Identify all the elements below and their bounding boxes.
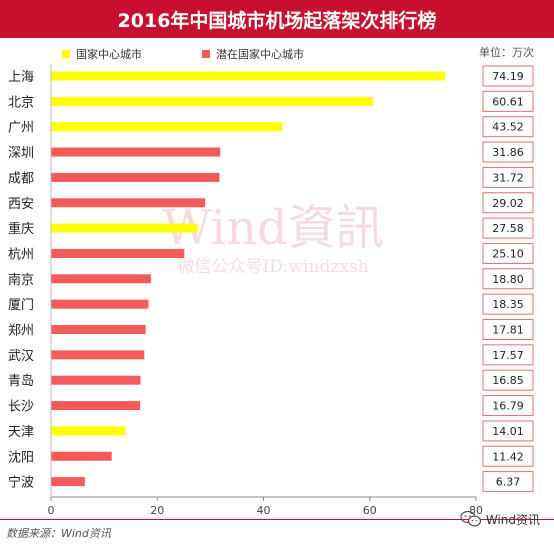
bar — [51, 451, 112, 461]
data-label: 18.80 — [492, 273, 524, 286]
data-label: 14.01 — [492, 425, 524, 438]
data-label: 17.81 — [492, 324, 524, 337]
brand-label: Wind资讯 — [485, 512, 540, 527]
category-label: 杭州 — [8, 247, 34, 262]
bar — [51, 401, 141, 411]
category-label: 宁波 — [8, 475, 34, 491]
category-label: 武汉 — [8, 349, 34, 364]
bar — [51, 248, 185, 258]
bar-chart: 上海 74.19 北京 60.61 广州 43.52 深圳 31.86 成都 31.72 西安 29.… — [8, 64, 534, 517]
category-label: 广州 — [8, 121, 34, 136]
data-label: 11.42 — [492, 450, 524, 463]
x-tick-label: 0 — [48, 504, 55, 517]
category-label: 北京 — [8, 95, 34, 110]
bar — [51, 122, 283, 132]
bar — [51, 96, 373, 106]
bar — [51, 147, 221, 157]
legend: 国家中心城市 潜在国家中心城市 — [62, 46, 364, 62]
bar — [51, 198, 206, 208]
data-label: 18.35 — [492, 298, 524, 311]
category-label: 南京 — [8, 272, 34, 288]
bar — [51, 375, 141, 385]
category-label: 长沙 — [8, 400, 34, 415]
bar — [51, 223, 198, 233]
chart-title: 2016年中国城市机场起落架次排行榜 — [0, 0, 554, 38]
category-label: 沈阳 — [8, 450, 34, 465]
value-box — [482, 217, 534, 239]
category-label: 深圳 — [8, 146, 34, 161]
x-tick-label: 40 — [257, 504, 271, 517]
value-box — [482, 445, 534, 467]
x-tick-label: 80 — [469, 504, 483, 517]
data-label: 25.10 — [492, 247, 524, 260]
value-box — [482, 90, 534, 112]
data-source: 数据来源：Wind资讯 — [6, 527, 111, 540]
legend-swatch-national — [62, 50, 70, 58]
value-box — [482, 116, 534, 138]
data-label: 74.19 — [492, 70, 524, 83]
category-label: 成都 — [8, 171, 34, 186]
legend-swatch-potential — [202, 50, 210, 58]
x-tick-label: 60 — [363, 504, 377, 517]
value-box — [482, 268, 534, 290]
category-label: 天津 — [8, 425, 34, 440]
bar — [51, 426, 126, 436]
legend-label-national: 国家中心城市 — [76, 48, 142, 61]
data-label: 29.02 — [492, 197, 524, 210]
value-box — [482, 242, 534, 264]
data-label: 6.37 — [496, 476, 521, 489]
bar — [51, 350, 145, 360]
category-label: 厦门 — [8, 298, 34, 313]
unit-label: 单位：万次 — [479, 46, 534, 59]
value-box — [482, 293, 534, 315]
category-label: 青岛 — [8, 373, 34, 389]
data-label: 16.85 — [492, 374, 524, 387]
legend-item-national: 国家中心城市 — [62, 46, 142, 62]
footer-divider — [0, 519, 554, 520]
bar — [51, 299, 149, 309]
value-box — [482, 319, 534, 340]
bar — [51, 172, 220, 182]
value-box — [482, 141, 534, 163]
value-box — [482, 166, 534, 188]
bar — [51, 71, 446, 81]
value-box — [482, 369, 534, 391]
x-tick-label: 20 — [150, 504, 164, 517]
value-box — [482, 471, 534, 493]
value-box — [482, 192, 534, 214]
value-box — [482, 344, 534, 366]
legend-label-potential: 潜在国家中心城市 — [216, 48, 304, 61]
bar — [51, 477, 85, 487]
value-box — [482, 65, 534, 87]
data-label: 43.52 — [492, 121, 524, 134]
data-label: 16.79 — [492, 400, 524, 413]
category-label: 重庆 — [8, 221, 34, 237]
data-label: 17.57 — [492, 349, 524, 362]
data-label: 27.58 — [492, 222, 524, 235]
category-label: 郑州 — [8, 324, 34, 339]
bar — [51, 325, 146, 334]
bar — [51, 274, 151, 284]
brand-badge: Wind资讯 — [460, 510, 540, 528]
category-label: 西安 — [8, 197, 34, 212]
value-box — [482, 395, 534, 417]
data-label: 31.72 — [492, 171, 524, 184]
data-label: 31.86 — [492, 146, 524, 159]
category-label: 上海 — [8, 70, 34, 85]
data-label: 60.61 — [492, 95, 524, 108]
value-box — [482, 420, 534, 442]
legend-item-potential: 潜在国家中心城市 — [202, 46, 304, 62]
wechat-icon — [460, 510, 481, 527]
